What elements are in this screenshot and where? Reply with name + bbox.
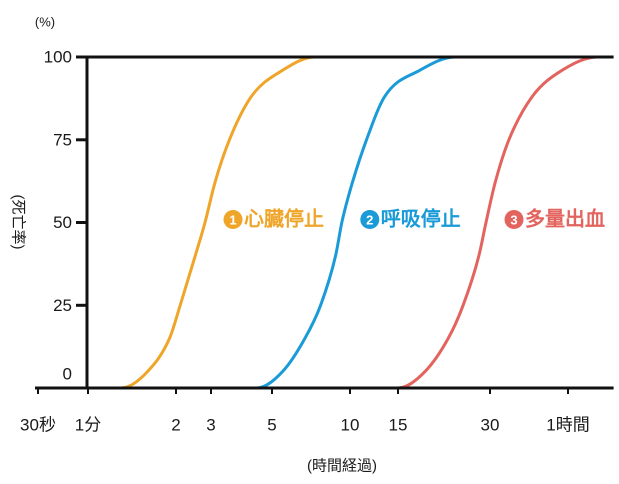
curve-point: [461, 303, 465, 307]
curve-point: [477, 254, 481, 258]
y-tick-label: 25: [53, 296, 72, 315]
curve-point: [340, 221, 344, 225]
series-name: 心臓停止: [244, 207, 324, 231]
series-label-3: 3 多量出血: [504, 207, 605, 231]
series-badge-circle: [223, 210, 243, 229]
x-tick-label: 15: [389, 416, 408, 435]
curve-point: [146, 369, 150, 373]
y-tick-label: 50: [53, 213, 72, 232]
axes: 0 25 50 75 100 30秒 1分 2 3 5 10 15 30 1時間: [20, 48, 614, 435]
curve-point: [484, 221, 488, 225]
y-unit-label: (%): [35, 15, 55, 30]
y-axis-title: (死亡率): [10, 195, 27, 250]
y-tick-label: 0: [63, 365, 72, 384]
x-tick-label: 30秒: [20, 416, 56, 435]
curve-point: [249, 95, 253, 99]
curve-point: [203, 221, 207, 225]
x-tick-label: 1分: [75, 416, 101, 435]
y-tick-label: 100: [44, 48, 72, 67]
series-badge-number: 1: [229, 213, 236, 228]
curve-point: [334, 254, 338, 258]
curve-point: [383, 95, 387, 99]
curve-point: [281, 369, 285, 373]
x-tick-label: 30: [481, 416, 500, 435]
series-line-3: [396, 55, 599, 390]
curve-point: [507, 138, 511, 142]
curve-point: [446, 336, 450, 340]
curve-point: [350, 181, 354, 185]
series-badge-number: 2: [366, 213, 373, 228]
series-badge-circle: [360, 210, 380, 229]
series-label-1: 1 心臓停止: [223, 207, 324, 231]
curve-point: [213, 181, 217, 185]
curve-point: [303, 336, 307, 340]
curve-point: [193, 254, 197, 258]
x-tick-label: 3: [206, 416, 215, 435]
curve-point: [493, 181, 497, 185]
curve-point: [423, 369, 427, 373]
curve-point: [560, 68, 564, 72]
series-line-1: [119, 55, 317, 390]
curve-point: [319, 303, 323, 307]
series-label-2: 2 呼吸停止: [360, 207, 461, 231]
series-curves: [119, 55, 599, 390]
x-tick-label: 5: [267, 416, 276, 435]
curve-point: [227, 138, 231, 142]
series-line-2: [255, 55, 457, 390]
series-name: 呼吸停止: [381, 207, 461, 231]
x-tick-label: 2: [171, 416, 180, 435]
x-axis-title: (時間経過): [307, 458, 377, 475]
curve-point: [168, 336, 172, 340]
x-tick-label: 10: [341, 416, 360, 435]
series-labels: 1 心臓停止 2 呼吸停止 3 多量出血: [223, 207, 605, 231]
series-name: 多量出血: [525, 207, 605, 231]
curve-point: [530, 95, 534, 99]
curve-point: [178, 303, 182, 307]
x-tick-label: 1時間: [546, 416, 589, 435]
series-badge-number: 3: [510, 213, 517, 228]
curve-point: [281, 68, 285, 72]
y-tick-label: 75: [53, 130, 72, 149]
series-badge-circle: [504, 210, 524, 229]
curve-point: [365, 138, 369, 142]
curve-point: [418, 68, 422, 72]
